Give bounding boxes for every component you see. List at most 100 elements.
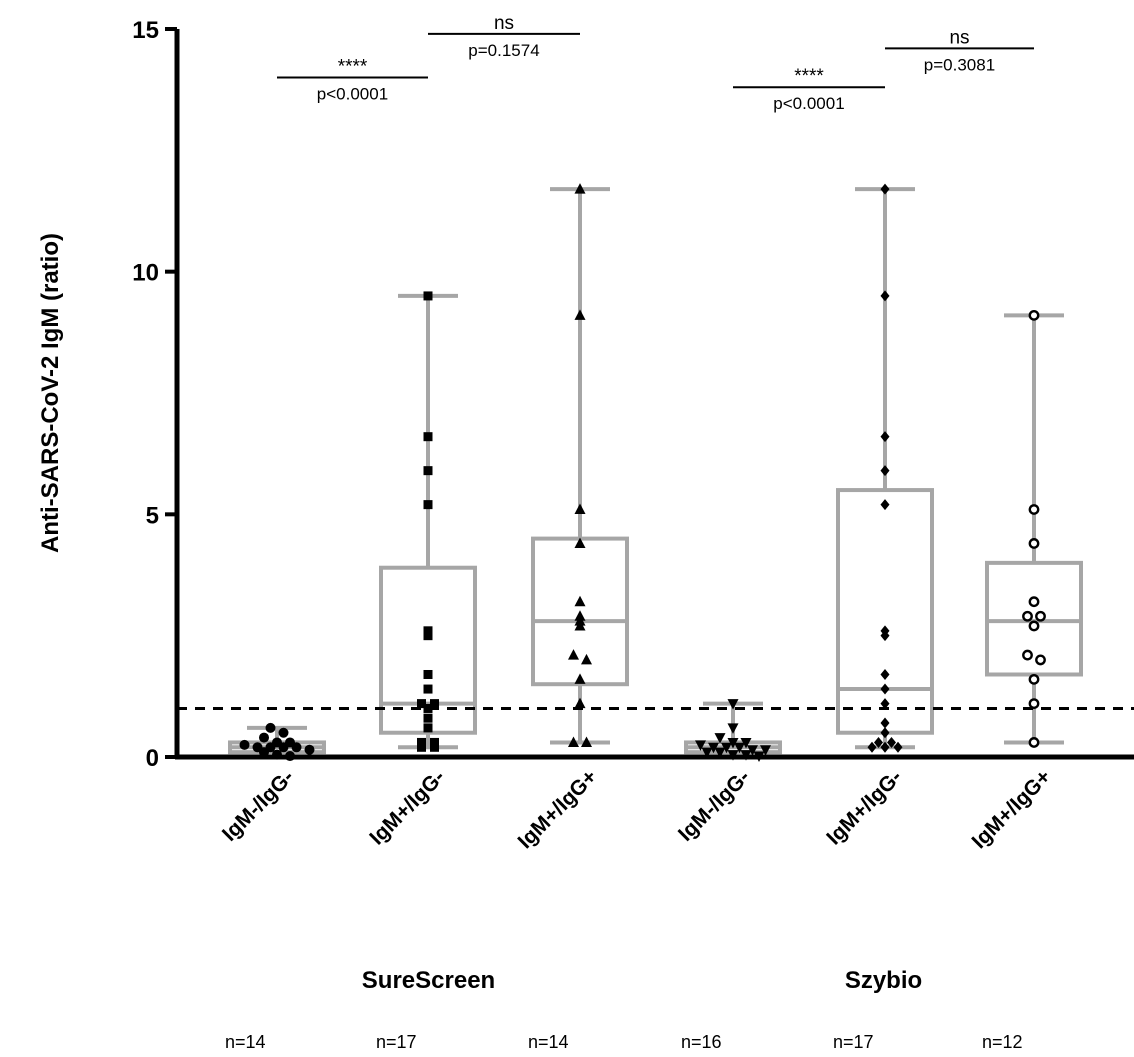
data-point [1028,673,1040,685]
y-axis-label: Anti-SARS-CoV-2 IgM (ratio) [37,233,64,553]
x-tick-label: IgM-/IgG- [674,765,755,846]
y-tick-label: 15 [132,17,159,44]
data-point [278,742,289,753]
data-point [423,466,433,476]
data-point [1028,620,1040,632]
x-tick-label: IgM+/IgG+ [967,765,1055,853]
y-tick-label: 5 [146,502,159,529]
y-tick-label: 10 [132,260,159,287]
data-point [304,744,315,755]
data-point [417,742,426,752]
data-point [1022,610,1033,622]
data-point [1035,610,1046,622]
p-value-label: p<0.0001 [317,85,388,104]
n-label: n=14 [528,1032,569,1052]
data-point [1028,698,1040,710]
significance-stars: ns [494,13,514,34]
data-point [423,631,433,641]
data-point [574,619,586,631]
data-point [1022,649,1033,661]
p-value-label: p<0.0001 [773,94,844,113]
data-point [430,699,439,709]
data-point [880,630,890,642]
n-label: n=14 [225,1032,266,1052]
data-point [423,291,433,301]
data-point [880,183,890,195]
x-tick-label: IgM+/IgG- [365,765,449,849]
data-point [867,741,877,753]
data-point [727,723,739,734]
data-point [714,747,726,759]
data-point [1035,654,1046,666]
data-point [265,722,276,733]
data-point [1028,596,1040,608]
data-point [1028,309,1040,321]
data-point [423,626,433,636]
data-point [574,595,586,607]
data-point [887,736,896,748]
n-label: n=17 [833,1032,874,1052]
x-tick-label: IgM+/IgG+ [513,765,601,853]
data-point [430,742,439,752]
data-point [747,745,758,756]
data-point [417,737,426,747]
data-point [880,290,890,302]
data-point [423,703,433,713]
data-point [574,697,586,709]
data-point [278,727,289,738]
n-label: n=16 [681,1032,722,1052]
group-label: Szybio [845,967,922,994]
data-point [880,717,890,729]
data-point [423,432,433,442]
n-label: n=12 [982,1032,1023,1052]
data-point [568,736,579,747]
significance-stars: ns [949,27,969,48]
data-point [1028,538,1040,549]
x-tick-label: IgM-/IgG- [218,765,299,846]
axes [165,27,1134,760]
data-point [1028,504,1040,515]
plot-area [177,183,1134,763]
data-point [880,741,890,753]
data-point [727,737,739,749]
data-point [880,431,890,443]
data-point [574,309,586,320]
data-point [574,503,586,514]
data-point [239,739,250,750]
box [836,488,934,735]
data-point [259,732,269,743]
significance-stars: **** [794,66,824,87]
box [985,560,1083,677]
data-point [880,499,890,511]
significance-stars: **** [338,57,368,78]
data-point [1028,737,1040,748]
data-point [874,736,883,748]
data-point [430,737,439,747]
data-point [581,736,592,747]
data-point [423,669,433,679]
data-point [423,713,433,723]
data-point [423,500,433,510]
data-point [568,649,579,660]
data-point [574,673,586,684]
x-tick-label: IgM+/IgG- [822,765,906,849]
data-point [574,183,586,194]
data-point [423,684,433,694]
data-point [893,741,903,753]
data-point [880,727,890,739]
p-value-label: p=0.1574 [468,41,539,60]
data-point [708,742,719,754]
data-point [734,742,745,754]
data-point [740,737,752,749]
data-point [727,699,739,710]
data-point [423,723,433,733]
data-point [695,740,706,751]
data-point [714,733,726,744]
y-tick-label: 0 [146,745,159,772]
p-value-label: p=0.3081 [924,55,995,74]
data-point [701,747,713,759]
data-point [291,742,302,753]
group-label: SureScreen [362,967,495,994]
data-point [574,537,586,548]
